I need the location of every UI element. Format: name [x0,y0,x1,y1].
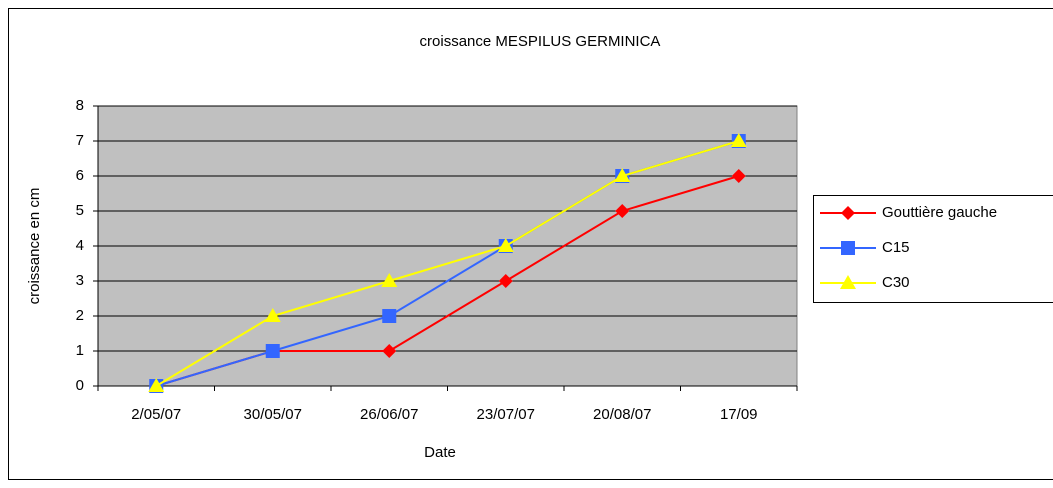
marker [382,309,397,323]
y-tick-label: 4 [76,237,84,254]
legend-marker [841,241,855,255]
y-tick-label: 8 [76,97,84,114]
y-tick-label: 6 [76,167,84,184]
y-tick-label: 2 [76,307,84,324]
x-tick-label: 2/05/07 [131,406,181,423]
x-tick-label: 20/08/07 [593,406,651,423]
y-tick-label: 5 [76,202,84,219]
legend-label: C15 [882,239,910,256]
marker [265,344,280,358]
x-tick-label: 30/05/07 [244,406,302,423]
y-tick-label: 0 [76,377,84,394]
marker [148,378,165,392]
chart-title: croissance MESPILUS GERMINICA [420,33,661,50]
legend-label: C30 [882,274,910,291]
y-axis-label: croissance en cm [26,188,43,305]
marker [381,273,398,287]
marker [497,238,514,252]
x-tick-label: 26/06/07 [360,406,418,423]
marker [382,344,397,358]
marker [614,168,631,182]
marker [498,274,513,288]
legend-marker [841,206,855,220]
legend-label: Gouttière gauche [882,204,997,221]
y-tick-label: 3 [76,272,84,289]
x-tick-label: 17/09 [720,406,758,423]
marker [731,169,746,183]
y-tick-label: 1 [76,342,84,359]
marker [615,204,630,218]
y-tick-label: 7 [76,132,84,149]
marker [730,133,747,147]
x-axis-label: Date [424,444,456,461]
legend-marker [840,275,856,289]
x-tick-label: 23/07/07 [477,406,535,423]
marker [264,308,281,322]
series-line [155,140,740,387]
